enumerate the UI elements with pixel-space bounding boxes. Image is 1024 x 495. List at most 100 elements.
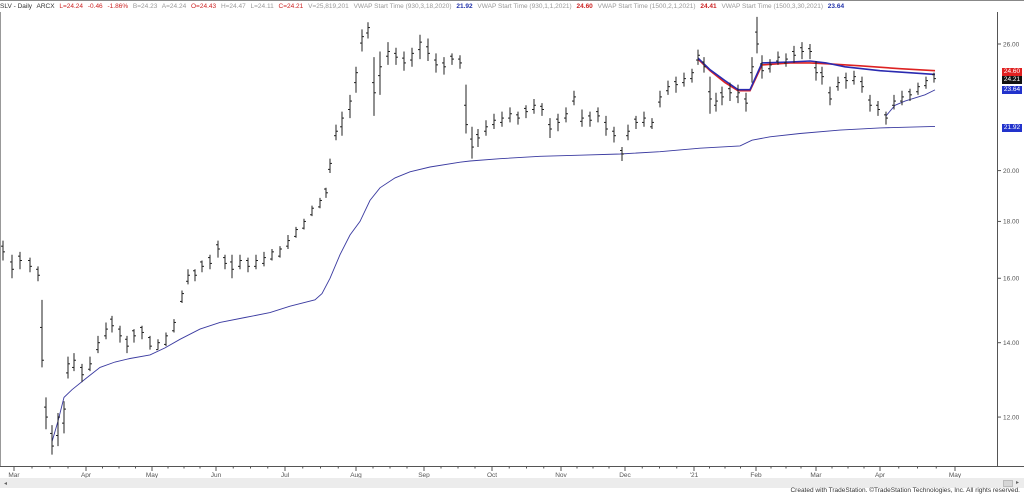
ohlc-bar [238,254,242,270]
ohlc-bar [464,84,468,134]
ohlc-bar [366,22,370,39]
ohlc-bar [532,98,536,114]
ohlc-bar [223,254,227,270]
ohlc-bar [44,397,48,430]
ohlc-bar [324,187,328,198]
ohlc-bar [50,425,54,455]
ohlc-bar [612,126,616,143]
pct-change: -1.86% [107,3,129,10]
ohlc-bar [125,335,129,354]
x-tick-label: Feb [750,472,762,479]
tradestation-credit: Created with TradeStation. ©TradeStation… [790,487,1020,494]
ohlc-bar [548,118,552,138]
y-tick-label: 12.00 [1003,414,1020,421]
bid-price: B=24.23 [132,3,158,10]
ohlc-bar [294,226,298,238]
ohlc-bar [860,76,864,93]
vwap-line [697,58,936,92]
ohlc-bar [270,249,274,261]
ohlc-bar [360,29,364,52]
vwap4-label: VWAP Start Time (1500,3,30,2021) [721,3,823,10]
ohlc-bar [744,92,748,112]
ohlc-bar [402,51,406,71]
last-price: L=24.24 [59,3,84,10]
time-axis[interactable]: Mar Apr May Jun Jul Aug Sep Oct Nov Dec '21 Feb Mar A… [0,466,1024,479]
ohlc-bar [784,53,788,67]
ohlc-bar [476,129,480,148]
ohlc-bar [66,356,70,379]
price-tag: 23.64 [1002,86,1022,94]
ohlc-bar [750,57,754,83]
ohlc-bar [484,120,488,136]
ohlc-bar [62,401,66,434]
ohlc-bar [110,315,114,333]
ohlc-bar [620,147,624,162]
ohlc-bar [714,92,718,112]
price-tag: 21.92 [1002,124,1022,132]
ohlc-bar [540,103,544,116]
ohlc-bar [572,90,576,106]
exchange-label: ARCX [36,3,55,10]
low-price: L=24.11 [250,3,274,10]
ohlc-bar [626,124,630,141]
ohlc-bar [302,218,306,230]
ohlc-bar [340,111,344,136]
ohlc-bar [394,47,398,65]
price-axis[interactable]: 26.00 20.00 18.00 16.00 14.00 12.00 [997,12,1020,466]
ohlc-bar [792,45,796,63]
vwap-line [697,57,936,91]
ohlc-bar [836,76,840,91]
ohlc-bar [216,240,220,258]
ohlc-bar [80,363,84,383]
ohlc-bar [254,254,258,270]
chart-settings-button[interactable] [1003,480,1013,487]
y-tick-label: 26.00 [1003,41,1020,48]
vwap1-value: 21.92 [456,3,473,10]
ohlc-bar [140,325,144,340]
y-tick-label: 16.00 [1003,276,1020,283]
ohlc-bar [564,107,568,123]
vwap4-value: 23.64 [827,3,845,10]
open-price: O=24.43 [191,3,217,10]
ohlc-bar [588,111,592,127]
ohlc-bar [434,53,438,73]
ohlc-bar [348,94,352,119]
scroll-left-icon[interactable]: ◂ [4,481,8,487]
ohlc-bar [556,113,560,132]
vwap1-label: VWAP Start Time (930,3,18,2020) [353,3,452,10]
y-tick-label: 20.00 [1003,168,1020,175]
ohlc-bar [696,49,700,65]
ohlc-bar [230,254,234,279]
ohlc-bar [828,86,832,106]
ohlc-bar [728,82,732,102]
expand-arrow-icon[interactable]: ▸ [1016,480,1020,486]
x-tick-label: Sep [418,472,430,479]
volume: V=25,819,201 [308,3,349,10]
ohlc-bar [1,240,5,261]
ohlc-bar [674,76,678,93]
ohlc-bar [96,335,100,354]
ohlc-bar [580,109,584,127]
ohlc-bar [814,60,818,81]
ohlc-bar [868,94,872,112]
ohlc-bar [40,299,44,368]
ohlc-bar [450,53,454,65]
x-tick-label: Nov [555,472,567,479]
chart-header: SLV - Daily ARCX L=24.24 -0.46 -1.86% B=… [0,0,1024,12]
ohlc-bar [88,356,92,372]
ohlc-bar [768,59,772,73]
ohlc-bar [908,88,912,102]
ohlc-bar [72,353,76,372]
net-change: -0.46 [87,3,103,10]
x-tick-label: '21 [690,472,699,479]
horizontal-scrollbar[interactable] [0,478,1024,488]
ohlc-bar [666,80,670,95]
x-tick-label: Mar [810,472,822,479]
x-tick-label: Aug [350,472,362,479]
price-tag: 24.60 [1002,68,1022,76]
ohlc-bar [104,322,108,340]
ohlc-bar [916,82,920,95]
x-tick-label: May [949,472,962,479]
symbol-label: SLV - Daily [0,3,33,10]
